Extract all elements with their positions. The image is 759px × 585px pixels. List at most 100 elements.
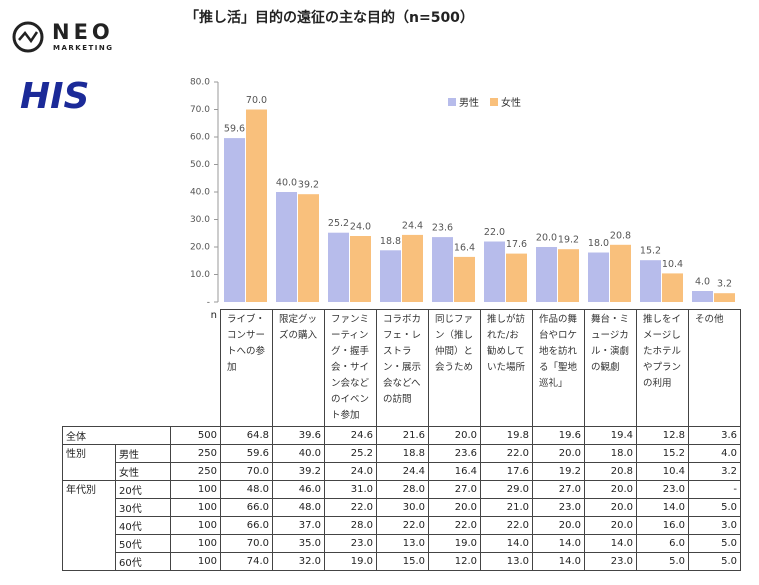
value-cell: 20.0 xyxy=(584,516,637,535)
y-tick-label: 60.0 xyxy=(190,133,210,143)
value-cell: 37.0 xyxy=(272,516,325,535)
value-cell: 29.0 xyxy=(480,480,533,499)
value-cell: 19.6 xyxy=(532,426,585,445)
y-tick-label: - xyxy=(207,298,210,308)
row-label: 女性 xyxy=(115,462,171,481)
n-cell: 250 xyxy=(170,462,221,481)
bar xyxy=(454,256,475,302)
value-cell: 48.0 xyxy=(220,480,273,499)
bar xyxy=(506,253,527,302)
legend-swatch xyxy=(490,98,498,106)
chart-title: 「推し活」目的の遠征の主な目的（n=500） xyxy=(185,9,474,26)
value-label: 25.2 xyxy=(328,218,349,229)
group-label: 全体 xyxy=(62,426,171,445)
value-cell: 21.0 xyxy=(480,498,533,517)
value-cell: 16.0 xyxy=(636,516,689,535)
value-cell: 24.0 xyxy=(324,462,377,481)
bar xyxy=(246,109,267,302)
value-label: 70.0 xyxy=(246,95,267,106)
n-cell: 500 xyxy=(170,426,221,445)
value-label: 40.0 xyxy=(276,178,297,189)
row-label: 20代 xyxy=(115,480,171,499)
value-cell: 28.0 xyxy=(324,516,377,535)
value-cell: 5.0 xyxy=(688,552,741,571)
legend-label: 女性 xyxy=(501,96,521,109)
value-cell: 21.6 xyxy=(376,426,429,445)
value-cell: 28.0 xyxy=(376,480,429,499)
value-cell: 19.8 xyxy=(480,426,533,445)
value-cell: 13.0 xyxy=(376,534,429,553)
value-cell: 23.0 xyxy=(324,534,377,553)
bar xyxy=(328,232,349,302)
value-cell: 30.0 xyxy=(376,498,429,517)
value-cell: 4.0 xyxy=(688,444,741,463)
value-label: 24.4 xyxy=(402,220,423,231)
value-label: 18.8 xyxy=(380,236,401,247)
y-tick-label: 80.0 xyxy=(190,78,210,88)
value-cell: 24.4 xyxy=(376,462,429,481)
y-tick-label: 40.0 xyxy=(190,188,210,198)
bar xyxy=(662,273,683,302)
value-cell: 19.2 xyxy=(532,462,585,481)
value-cell: 32.0 xyxy=(272,552,325,571)
row-label: 50代 xyxy=(115,534,171,553)
value-cell: 40.0 xyxy=(272,444,325,463)
category-label: 推しをイメージしたホテルやプランの利用 xyxy=(636,309,689,427)
value-cell: 5.0 xyxy=(636,552,689,571)
bar xyxy=(276,192,297,302)
category-label: ライブ・コンサートへの参加 xyxy=(220,309,273,427)
n-header: n xyxy=(210,309,217,321)
category-label: コラボカフェ・レストラン・展示会などへの訪問 xyxy=(376,309,429,427)
value-cell: 20.0 xyxy=(584,480,637,499)
y-tick-label: 20.0 xyxy=(190,243,210,253)
value-cell: 22.0 xyxy=(480,516,533,535)
value-cell: 17.6 xyxy=(480,462,533,481)
value-cell: 48.0 xyxy=(272,498,325,517)
legend-swatch xyxy=(448,98,456,106)
value-cell: 6.0 xyxy=(636,534,689,553)
row-label: 60代 xyxy=(115,552,171,571)
value-cell: 20.0 xyxy=(532,516,585,535)
partner-logo: HIS xyxy=(20,76,89,117)
value-cell: 20.0 xyxy=(428,498,481,517)
bar xyxy=(380,250,401,302)
bar xyxy=(588,252,609,302)
n-cell: 250 xyxy=(170,444,221,463)
legend-label: 男性 xyxy=(459,96,479,109)
y-tick-label: 70.0 xyxy=(190,105,210,115)
n-cell: 100 xyxy=(170,498,221,517)
value-cell: 18.8 xyxy=(376,444,429,463)
value-cell: 22.0 xyxy=(428,516,481,535)
value-cell: 14.0 xyxy=(532,534,585,553)
value-cell: 22.0 xyxy=(480,444,533,463)
value-cell: 18.0 xyxy=(584,444,637,463)
value-cell: 12.8 xyxy=(636,426,689,445)
value-cell: 70.0 xyxy=(220,462,273,481)
y-tick-label: 50.0 xyxy=(190,160,210,170)
value-label: 24.0 xyxy=(350,222,371,233)
bar xyxy=(432,237,453,302)
value-cell: 74.0 xyxy=(220,552,273,571)
value-label: 20.8 xyxy=(610,230,631,241)
bar xyxy=(692,291,713,302)
blank xyxy=(116,310,171,427)
value-label: 18.0 xyxy=(588,238,609,249)
value-cell: 27.0 xyxy=(532,480,585,499)
bar xyxy=(224,138,245,302)
category-label: 限定グッズの購入 xyxy=(272,309,325,427)
n-cell: 100 xyxy=(170,516,221,535)
value-cell: 3.6 xyxy=(688,426,741,445)
value-cell: 20.0 xyxy=(584,498,637,517)
value-label: 59.6 xyxy=(224,124,245,135)
brand-icon xyxy=(12,21,44,53)
value-cell: 66.0 xyxy=(220,516,273,535)
value-label: 20.0 xyxy=(536,233,557,244)
bar xyxy=(484,241,505,302)
value-cell: 22.0 xyxy=(324,498,377,517)
value-cell: 23.0 xyxy=(532,498,585,517)
value-cell: 5.0 xyxy=(688,534,741,553)
bar xyxy=(558,249,579,302)
value-cell: 35.0 xyxy=(272,534,325,553)
value-cell: 70.0 xyxy=(220,534,273,553)
y-tick-label: 10.0 xyxy=(190,270,210,280)
